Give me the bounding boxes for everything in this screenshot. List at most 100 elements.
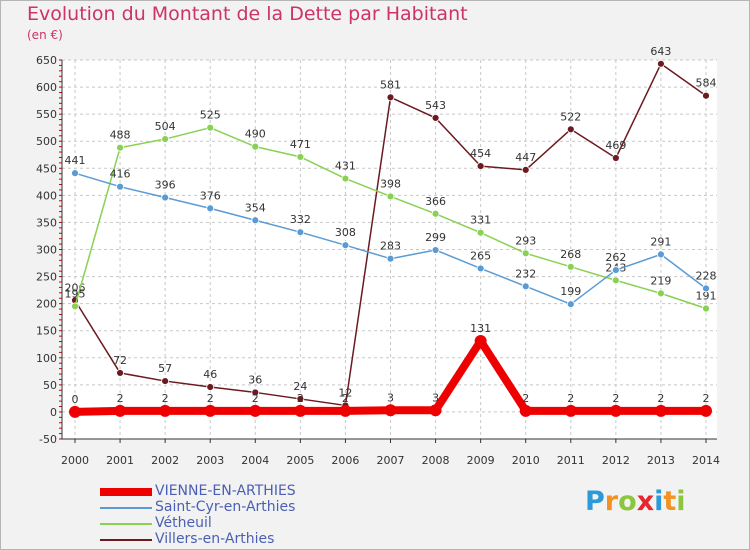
data-point-saint-cyr-en-arthies <box>521 282 530 291</box>
legend-swatch-villers <box>100 539 152 541</box>
x-tick-label: 2012 <box>602 454 630 467</box>
data-label-saint-cyr-en-arthies: 354 <box>245 201 266 214</box>
y-tick-label: 150 <box>36 325 57 338</box>
data-point-villers-en-arthies <box>566 125 575 134</box>
data-point-vienne-en-arthies <box>204 404 217 417</box>
data-point-villers-en-arthies <box>251 388 260 397</box>
x-tick-label: 2008 <box>422 454 450 467</box>
data-point-saint-cyr-en-arthies <box>341 241 350 250</box>
y-tick-label: 500 <box>36 135 57 148</box>
data-label-villers-en-arthies: 36 <box>248 373 262 386</box>
data-label-villers-en-arthies: 454 <box>470 147 491 160</box>
data-label-vienne-en-arthies: 3 <box>387 391 394 404</box>
data-point-v-theuil <box>476 228 485 237</box>
data-point-vienne-en-arthies <box>114 404 127 417</box>
data-label-saint-cyr-en-arthies: 291 <box>650 235 671 248</box>
data-point-saint-cyr-en-arthies <box>206 204 215 213</box>
data-point-vienne-en-arthies <box>609 404 622 417</box>
data-label-saint-cyr-en-arthies: 332 <box>290 213 311 226</box>
data-label-v-theuil: 398 <box>380 177 401 190</box>
data-label-villers-en-arthies: 643 <box>650 45 671 58</box>
data-label-villers-en-arthies: 581 <box>380 78 401 91</box>
data-point-villers-en-arthies <box>521 166 530 174</box>
data-point-v-theuil <box>206 123 215 132</box>
data-label-v-theuil: 431 <box>335 160 356 173</box>
legend-swatch-saint-cyr <box>100 507 152 509</box>
x-tick-label: 2001 <box>106 454 134 467</box>
legend-label-villers: Villers-en-Arthies <box>155 531 275 547</box>
data-label-saint-cyr-en-arthies: 199 <box>560 285 581 298</box>
data-label-saint-cyr-en-arthies: 262 <box>605 251 626 264</box>
data-point-saint-cyr-en-arthies <box>116 182 124 191</box>
data-point-villers-en-arthies <box>476 162 485 171</box>
data-point-vienne-en-arthies <box>700 404 712 417</box>
x-tick-label: 2007 <box>377 454 405 467</box>
data-point-vienne-en-arthies <box>654 404 667 417</box>
x-tick-label: 2014 <box>692 454 720 467</box>
x-tick-label: 2013 <box>647 454 675 467</box>
data-label-v-theuil: 331 <box>470 214 491 227</box>
legend-swatch-vetheuil <box>100 523 152 525</box>
data-label-v-theuil: 366 <box>425 195 446 208</box>
data-label-saint-cyr-en-arthies: 265 <box>470 249 491 262</box>
y-tick-label: 400 <box>36 189 57 202</box>
y-tick-label: 450 <box>36 162 57 175</box>
legend-label-vienne: VIENNE-EN-ARTHIES <box>155 483 296 499</box>
x-tick-label: 2000 <box>61 454 89 467</box>
x-tick-label: 2010 <box>512 454 540 467</box>
data-point-vienne-en-arthies <box>294 404 307 417</box>
logo-letter: t <box>663 486 677 517</box>
data-label-villers-en-arthies: 584 <box>696 77 717 90</box>
data-label-vienne-en-arthies: 3 <box>432 391 439 404</box>
data-label-saint-cyr-en-arthies: 416 <box>110 168 131 181</box>
data-point-v-theuil <box>161 135 170 143</box>
data-label-v-theuil: 471 <box>290 138 311 151</box>
data-point-v-theuil <box>116 143 124 152</box>
logo-letter: o <box>618 486 637 517</box>
data-point-vienne-en-arthies <box>519 404 532 417</box>
data-point-villers-en-arthies <box>206 383 215 391</box>
data-point-villers-en-arthies <box>161 377 170 385</box>
x-tick-label: 2004 <box>241 454 269 467</box>
data-label-vienne-en-arthies: 131 <box>470 322 491 335</box>
data-point-saint-cyr-en-arthies <box>611 266 620 274</box>
data-label-villers-en-arthies: 447 <box>515 151 536 164</box>
data-label-v-theuil: 293 <box>515 234 536 247</box>
y-tick-label: 300 <box>36 244 57 257</box>
data-point-vienne-en-arthies <box>339 404 352 417</box>
data-point-v-theuil <box>611 276 620 285</box>
data-label-vienne-en-arthies: 2 <box>207 392 214 405</box>
data-label-v-theuil: 525 <box>200 109 221 122</box>
y-tick-label: 650 <box>36 54 57 67</box>
data-label-vienne-en-arthies: 2 <box>297 392 304 405</box>
data-point-villers-en-arthies <box>296 395 305 403</box>
data-label-saint-cyr-en-arthies: 232 <box>515 267 536 280</box>
data-point-saint-cyr-en-arthies <box>476 264 485 273</box>
data-point-vienne-en-arthies <box>159 404 172 417</box>
data-point-v-theuil <box>71 302 79 311</box>
data-point-saint-cyr-en-arthies <box>386 254 395 263</box>
data-point-villers-en-arthies <box>611 154 620 162</box>
data-point-v-theuil <box>702 304 710 313</box>
data-label-vienne-en-arthies: 2 <box>657 392 664 405</box>
data-point-v-theuil <box>296 153 305 161</box>
data-point-villers-en-arthies <box>386 93 395 102</box>
data-point-v-theuil <box>566 262 575 271</box>
data-label-vienne-en-arthies: 2 <box>162 392 169 405</box>
data-point-v-theuil <box>657 289 665 298</box>
x-tick-label: 2002 <box>151 454 179 467</box>
data-point-vienne-en-arthies <box>564 404 577 417</box>
data-label-vienne-en-arthies: 2 <box>342 392 349 405</box>
data-label-vienne-en-arthies: 2 <box>117 392 124 405</box>
x-tick-label: 2006 <box>331 454 359 467</box>
data-point-vienne-en-arthies <box>249 404 262 417</box>
data-label-villers-en-arthies: 543 <box>425 99 446 112</box>
data-point-vienne-en-arthies <box>429 404 442 417</box>
x-tick-label: 2005 <box>286 454 314 467</box>
x-tick-label: 2003 <box>196 454 224 467</box>
data-label-saint-cyr-en-arthies: 299 <box>425 231 446 244</box>
proxiti-logo: Proxiti <box>585 486 686 517</box>
data-label-vienne-en-arthies: 2 <box>252 392 259 405</box>
y-tick-label: -50 <box>39 433 57 446</box>
legend-swatch-vienne <box>100 488 152 496</box>
